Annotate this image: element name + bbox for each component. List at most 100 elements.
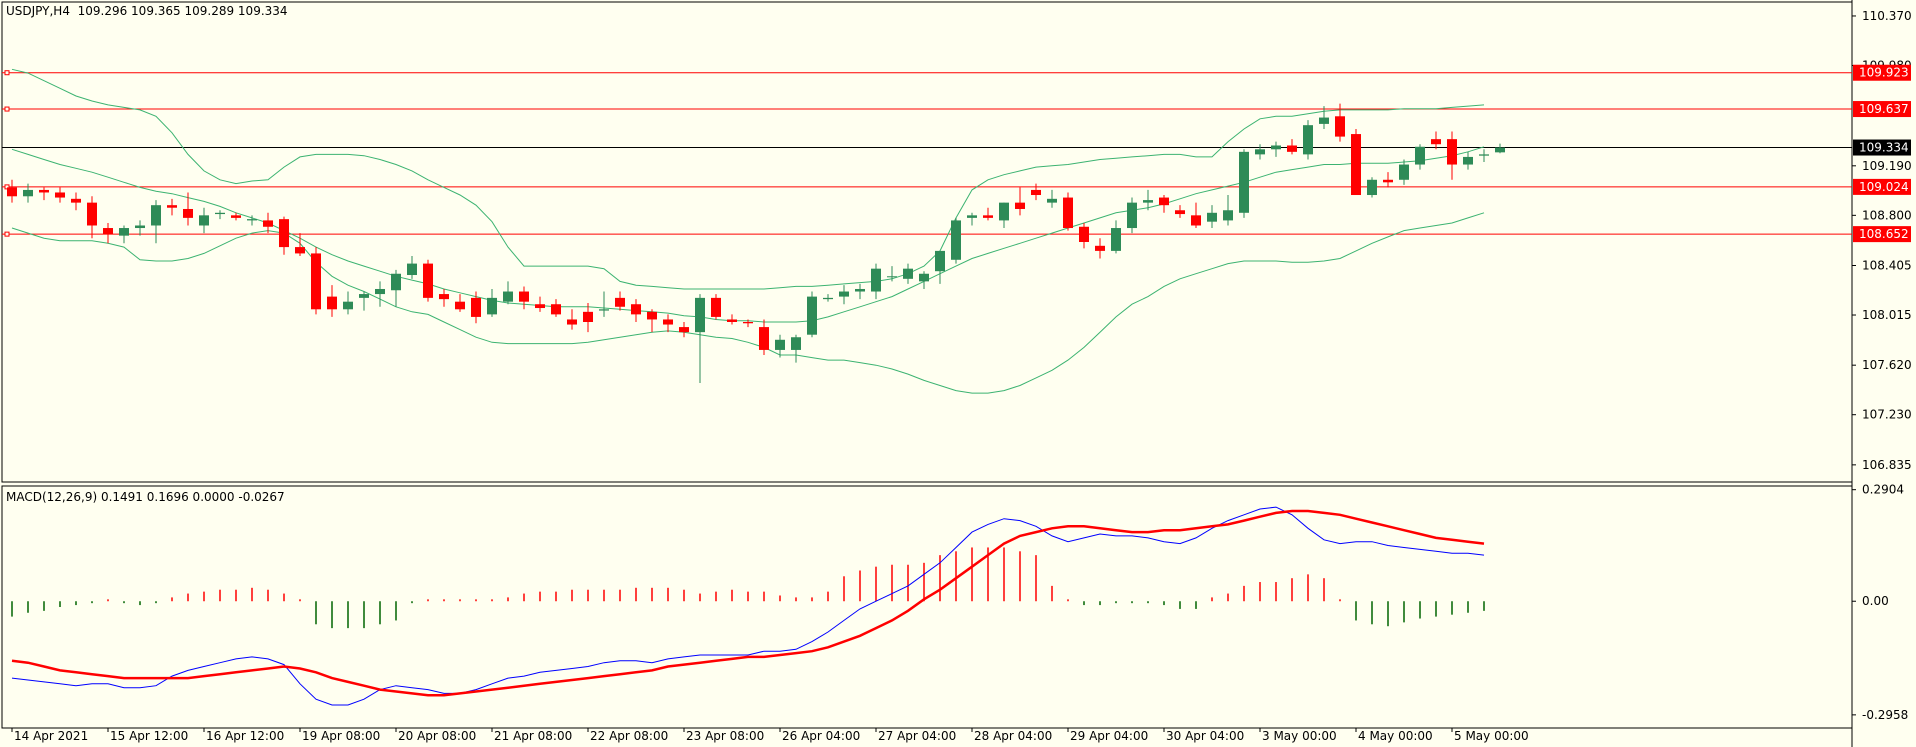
candle-body-bull <box>1495 147 1505 153</box>
time-tick-label: 14 Apr 2021 <box>14 729 88 743</box>
macd-line <box>11 506 1485 706</box>
candle-body-bear <box>87 202 97 226</box>
candle-body-bear <box>1335 116 1345 137</box>
candle-body-bear <box>327 296 337 310</box>
ohlc-label: 109.296 109.365 109.289 109.334 <box>77 4 288 18</box>
macd-tick-label: -0.2958 <box>1862 708 1908 722</box>
time-tick-label: 5 May 00:00 <box>1454 729 1529 743</box>
candle-body-bear <box>1351 134 1361 196</box>
candle-body-bull <box>1239 151 1249 213</box>
candle-body-bull <box>1223 210 1233 221</box>
candle-body-bull <box>839 291 849 297</box>
candle-body-bear <box>1031 189 1041 196</box>
price-tag <box>1853 139 1911 156</box>
candle-body-bear <box>519 291 529 302</box>
candle-body-bear <box>567 319 577 325</box>
macd-panel-frame <box>1 485 1853 729</box>
candle-body-bear <box>71 198 81 203</box>
bollinger-upper-line <box>11 68 1485 290</box>
candle-body-bear <box>167 205 177 208</box>
candle-body-bear <box>295 247 305 254</box>
candle-body-bear <box>1287 145 1297 152</box>
candle-body-bull <box>951 220 961 260</box>
price-tag <box>1853 101 1911 118</box>
candle-body-bull <box>23 189 33 197</box>
candle-body-bear <box>615 297 625 307</box>
candle-body-bull <box>791 337 801 350</box>
candle-body-bull <box>871 268 881 292</box>
price-header: USDJPY,H4 109.296 109.365 109.289 109.33… <box>6 4 288 18</box>
candle-body-bear <box>551 304 561 315</box>
time-tick-label: 21 Apr 08:00 <box>494 729 572 743</box>
candle-body-bull <box>999 202 1009 221</box>
price-tick-label: 107.230 <box>1862 408 1912 422</box>
candle-body-bull <box>199 215 209 226</box>
time-tick-label: 22 Apr 08:00 <box>590 729 668 743</box>
time-tick-label: 20 Apr 08:00 <box>398 729 476 743</box>
symbol-label: USDJPY,H4 <box>6 4 70 18</box>
candle-body-bull <box>119 228 129 236</box>
candle-body-bull <box>359 294 369 298</box>
time-tick-label: 16 Apr 12:00 <box>206 729 284 743</box>
bollinger-lower-line <box>11 212 1485 394</box>
candle-body-bull <box>1319 117 1329 124</box>
candle-body-bull <box>1367 179 1377 196</box>
candle-body-bull <box>1111 228 1121 251</box>
candle-body-bear <box>727 319 737 322</box>
candle-body-bull <box>599 309 609 311</box>
price-tick-label: 109.190 <box>1862 159 1912 173</box>
candle-body-bear <box>583 311 593 322</box>
time-tick-label: 4 May 00:00 <box>1358 729 1433 743</box>
candle-body-bear <box>1431 139 1441 145</box>
candle-body-bear <box>1191 215 1201 226</box>
candle-body-bull <box>887 276 897 278</box>
candle-body-bull <box>487 297 497 315</box>
price-tag <box>1853 226 1911 243</box>
candle-body-bull <box>695 297 705 333</box>
time-tick-label: 15 Apr 12:00 <box>110 729 188 743</box>
candle-body-bear <box>1175 210 1185 215</box>
price-tick-label: 107.620 <box>1862 358 1912 372</box>
candle-body-bull <box>1303 125 1313 155</box>
price-tick-label: 108.015 <box>1862 308 1912 322</box>
candle-body-bear <box>231 215 241 218</box>
candle-body-bear <box>711 297 721 317</box>
level-anchor-marker <box>4 106 10 112</box>
candle-body-bear <box>39 189 49 193</box>
candle-body-bull <box>1127 202 1137 229</box>
time-tick-label: 26 Apr 04:00 <box>782 729 860 743</box>
candle-body-bull <box>1415 146 1425 165</box>
candle-body-bear <box>103 228 113 235</box>
candle-body-bear <box>1015 202 1025 209</box>
price-tick-label: 106.835 <box>1862 458 1912 472</box>
candle-body-bear <box>743 322 753 324</box>
candle-body-bear <box>263 220 273 227</box>
price-tag-label: 108.652 <box>1859 227 1909 241</box>
candle-body-bull <box>919 273 929 282</box>
candle-body-bull <box>1479 154 1489 156</box>
candle-body-bull <box>215 212 225 215</box>
candle-body-bull <box>807 296 817 335</box>
candle-body-bear <box>183 208 193 218</box>
candle-body-bear <box>1383 179 1393 183</box>
time-tick-label: 29 Apr 04:00 <box>1070 729 1148 743</box>
time-tick-label: 28 Apr 04:00 <box>974 729 1052 743</box>
time-tick-label: 30 Apr 04:00 <box>1166 729 1244 743</box>
price-tick-label: 110.370 <box>1862 9 1912 23</box>
candle-body-bear <box>663 319 673 325</box>
candle-body-bull <box>391 273 401 291</box>
price-tag-label: 109.923 <box>1859 66 1909 80</box>
candle-body-bear <box>1079 226 1089 242</box>
candle-body-bull <box>935 250 945 272</box>
candle-body-bear <box>279 219 289 248</box>
candle-body-bear <box>679 327 689 333</box>
candle-body-bear <box>439 294 449 300</box>
level-anchor-marker <box>4 231 10 237</box>
macd-tick-label: 0.2904 <box>1862 483 1904 497</box>
candle-body-bull <box>1207 212 1217 222</box>
price-tag <box>1853 178 1911 195</box>
candle-body-bull <box>1463 156 1473 165</box>
candle-body-bear <box>647 311 657 320</box>
